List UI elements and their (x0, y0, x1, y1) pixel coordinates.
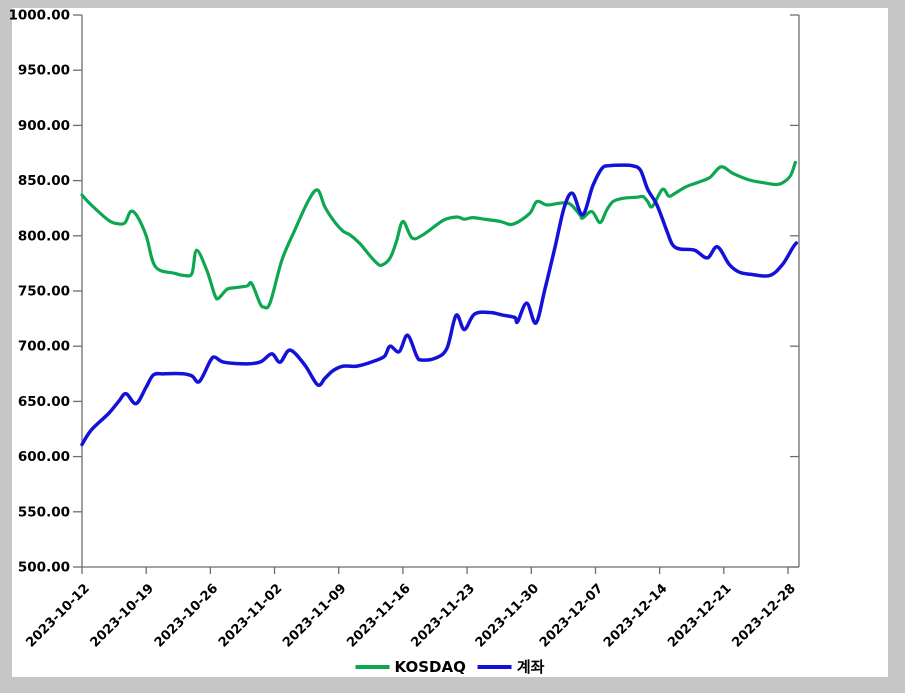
x-axis-tick-label: 2023-11-02 (216, 581, 285, 650)
kosdaq-series-line (80, 160, 797, 310)
account-series-line (80, 163, 799, 447)
y-axis-tick-label: 600.00 (18, 449, 70, 465)
x-axis-tick-label: 2023-12-07 (537, 581, 606, 650)
y-axis-tick-label: 500.00 (18, 560, 70, 576)
x-axis-tick-label: 2023-11-23 (409, 581, 478, 650)
kosdaq-line-swatch-icon (355, 664, 390, 669)
y-axis-tick-label: 800.00 (18, 228, 70, 244)
chart-legend: KOSDAQ 계좌 (355, 656, 545, 677)
x-axis-tick-label: 2023-11-09 (280, 581, 349, 650)
x-axis-tick-label: 2023-10-19 (88, 581, 157, 650)
x-axis-tick-label: 2023-11-30 (473, 581, 542, 650)
y-axis-tick-label: 550.00 (18, 504, 70, 520)
legend-item-kosdaq: KOSDAQ (355, 657, 466, 676)
y-axis-tick-label: 900.00 (18, 118, 70, 134)
y-axis-tick-label: 950.00 (18, 63, 70, 79)
x-axis-tick-label: 2023-12-14 (601, 581, 670, 650)
x-axis-tick-label: 2023-11-16 (344, 581, 413, 650)
legend-label-kosdaq: KOSDAQ (394, 657, 466, 676)
y-axis-tick-label: 700.00 (18, 339, 70, 355)
legend-label-account: 계좌 (516, 658, 545, 676)
x-axis-tick-label: 2023-10-12 (23, 581, 92, 650)
y-axis-tick-label: 850.00 (18, 173, 70, 189)
x-axis-tick-label: 2023-12-21 (665, 581, 734, 650)
y-axis-tick-label: 650.00 (18, 394, 70, 410)
account-line-swatch-icon (477, 664, 512, 669)
x-axis-tick-label: 2023-10-26 (152, 581, 221, 650)
y-axis-tick-label: 750.00 (18, 284, 70, 300)
x-axis-tick-label: 2023-12-28 (729, 581, 798, 650)
y-axis-tick-label: 1000.00 (9, 8, 71, 24)
legend-item-account: 계좌 (477, 656, 545, 677)
